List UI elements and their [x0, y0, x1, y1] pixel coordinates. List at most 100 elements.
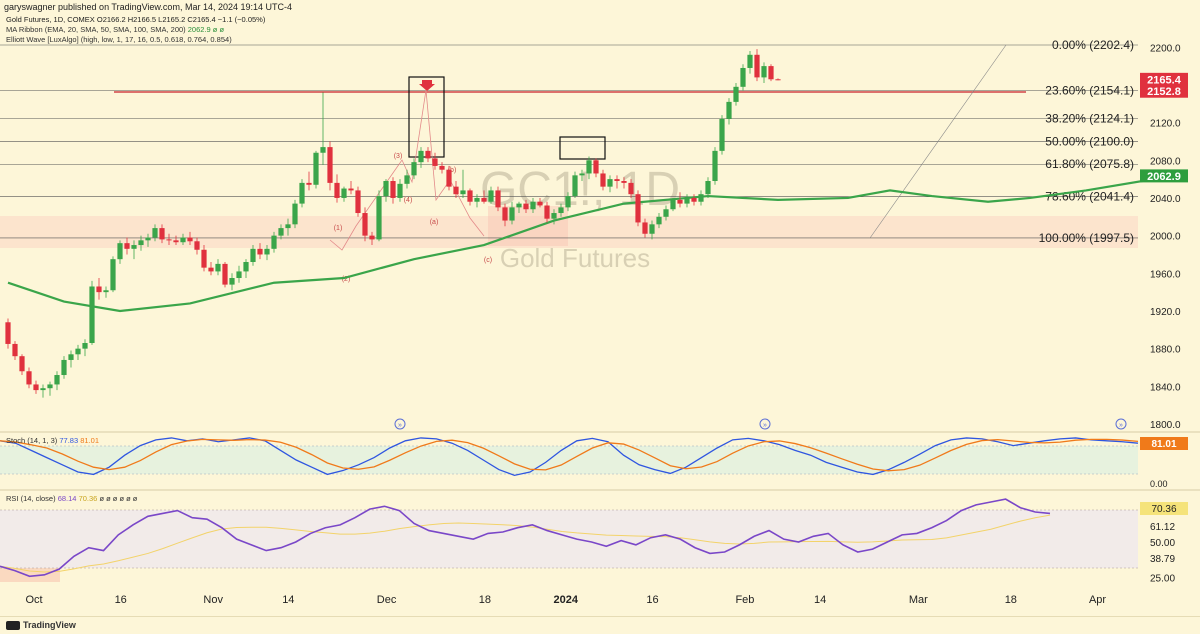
candle[interactable] [698, 190, 704, 206]
candle[interactable] [474, 194, 480, 208]
candle[interactable] [341, 186, 347, 202]
candle[interactable] [271, 231, 277, 253]
candle[interactable] [334, 174, 340, 203]
rsi-legend[interactable]: RSI (14, close) 68.14 70.36 ø ø ø ø ø ø [6, 494, 137, 503]
candle[interactable] [5, 318, 11, 349]
candle[interactable] [19, 354, 25, 376]
candle[interactable] [299, 179, 305, 208]
candle[interactable] [418, 147, 424, 168]
symbol-legend[interactable]: Gold Futures, 1D, COMEX O2166.2 H2166.5 … [6, 15, 265, 24]
candle[interactable] [761, 62, 767, 84]
candle[interactable] [47, 381, 53, 396]
candle[interactable] [243, 259, 249, 279]
candle[interactable] [306, 171, 312, 191]
candle[interactable] [292, 199, 298, 229]
candle[interactable] [26, 367, 32, 389]
candle[interactable] [481, 190, 487, 204]
candle[interactable] [376, 190, 382, 242]
candle[interactable] [551, 209, 557, 225]
second-annotation-box[interactable] [559, 136, 606, 160]
candle[interactable] [208, 262, 214, 276]
candle[interactable] [369, 231, 375, 246]
candle[interactable] [572, 171, 578, 198]
candle[interactable] [565, 192, 571, 212]
candle[interactable] [677, 192, 683, 208]
event-marker[interactable]: » [394, 418, 406, 430]
candle[interactable] [432, 152, 438, 170]
candle[interactable] [446, 165, 452, 191]
candle[interactable] [747, 51, 753, 74]
candle[interactable] [390, 177, 396, 204]
candle[interactable] [670, 197, 676, 212]
candle[interactable] [278, 224, 284, 240]
candle[interactable] [649, 220, 655, 240]
candle[interactable] [82, 339, 88, 357]
candle[interactable] [712, 147, 718, 185]
candle[interactable] [628, 179, 634, 198]
candle[interactable] [600, 169, 606, 191]
candle[interactable] [642, 218, 648, 238]
candle[interactable] [614, 175, 620, 189]
candle[interactable] [383, 179, 389, 202]
event-marker[interactable]: » [759, 418, 771, 430]
candle[interactable] [201, 245, 207, 272]
candle[interactable] [68, 350, 74, 368]
candle[interactable] [250, 245, 256, 266]
candle[interactable] [544, 201, 550, 223]
candle[interactable] [159, 224, 165, 244]
candle[interactable] [355, 186, 361, 217]
candle[interactable] [138, 235, 144, 251]
candle[interactable] [236, 265, 242, 283]
candle[interactable] [656, 213, 662, 229]
candle[interactable] [726, 98, 732, 125]
candle[interactable] [768, 64, 774, 82]
candlesticks[interactable] [5, 49, 781, 398]
candle[interactable] [404, 169, 410, 189]
candle[interactable] [684, 194, 690, 208]
ma-ribbon-legend[interactable]: MA Ribbon (EMA, 20, SMA, 50, SMA, 100, S… [6, 25, 224, 34]
candle[interactable] [173, 235, 179, 246]
candle[interactable] [131, 240, 137, 260]
time-axis[interactable]: Oct 16 Nov 14 Dec 18 2024 16 Feb 14 Mar 18 Apr [25, 594, 1106, 606]
price-chart[interactable]: GC1!, 1D Gold Futures 0.00% (2202.4)23.6… [0, 0, 1200, 616]
candle[interactable] [229, 273, 235, 291]
candle[interactable] [635, 190, 641, 227]
candle[interactable] [285, 218, 291, 236]
candle[interactable] [740, 64, 746, 91]
candle[interactable] [397, 179, 403, 202]
candle[interactable] [215, 259, 221, 276]
stoch-legend[interactable]: Stoch (14, 1, 3) 77.83 81.01 [6, 436, 99, 445]
candle[interactable] [54, 371, 60, 391]
candle[interactable] [719, 115, 725, 155]
candle[interactable] [194, 237, 200, 255]
candle[interactable] [586, 156, 592, 180]
candle[interactable] [621, 177, 627, 189]
candle[interactable] [775, 78, 781, 81]
candle[interactable] [33, 380, 39, 394]
candle[interactable] [425, 147, 431, 163]
candle[interactable] [579, 169, 585, 182]
candle[interactable] [117, 240, 123, 264]
candle[interactable] [509, 201, 515, 225]
candle[interactable] [180, 233, 186, 246]
candle[interactable] [537, 197, 543, 208]
candle[interactable] [152, 224, 158, 242]
candle[interactable] [467, 188, 473, 206]
candle[interactable] [187, 231, 193, 246]
candle[interactable] [110, 256, 116, 293]
fib-retracement[interactable]: 0.00% (2202.4) 23.60% (2154.1) 38.20% (212… [0, 38, 1138, 245]
tradingview-logo[interactable]: TradingView [6, 620, 76, 630]
elliott-legend[interactable]: Elliott Wave [LuxAlgo] (high, low, 1, 17… [6, 35, 232, 44]
candle[interactable] [89, 280, 95, 345]
candle[interactable] [362, 207, 368, 242]
candle[interactable] [61, 356, 67, 379]
candle[interactable] [166, 233, 172, 246]
candle[interactable] [75, 344, 81, 360]
candle[interactable] [96, 278, 102, 300]
price-axis[interactable]: 2200.02160.02120.02080.02040.02000.01960… [1150, 43, 1181, 431]
candle[interactable] [103, 286, 109, 298]
candle[interactable] [12, 341, 18, 360]
candle[interactable] [320, 92, 326, 165]
candle[interactable] [257, 243, 263, 260]
candle[interactable] [691, 194, 697, 206]
